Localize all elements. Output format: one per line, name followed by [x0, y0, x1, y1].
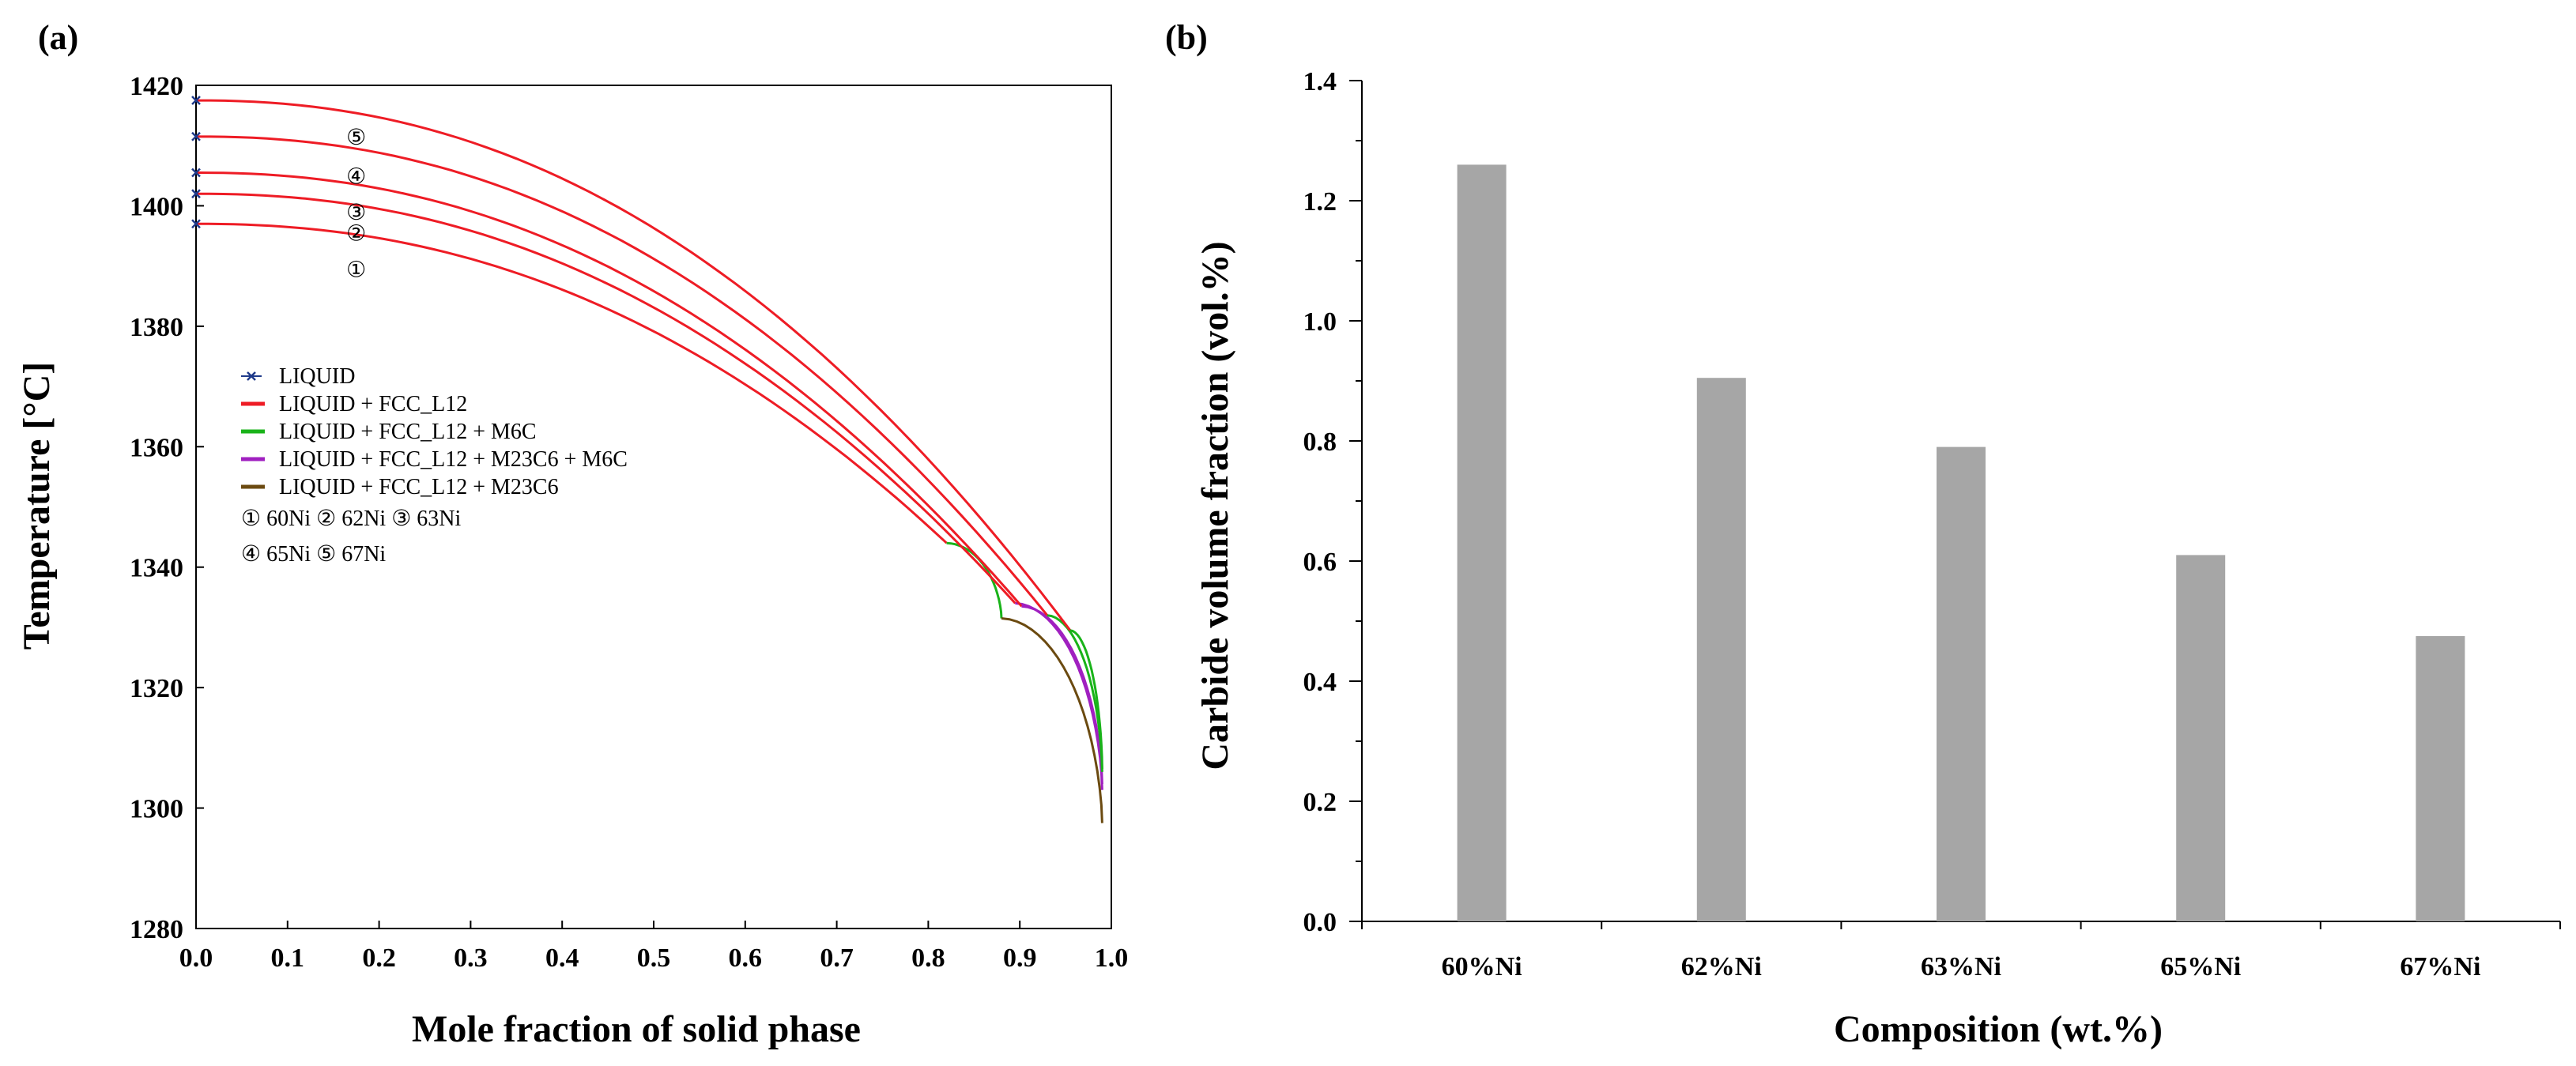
liquid-marker-67Ni: [191, 96, 201, 105]
curve-label: ④: [346, 164, 366, 189]
y-tick-labels-a: 1280 1300 1320 1340 1360 1380 1400 1420: [130, 72, 183, 944]
y-tick-label-b: 0.0: [1303, 908, 1337, 937]
liquid-marker-63Ni: [191, 168, 201, 178]
x-tick-label-a: 1.0: [1095, 944, 1129, 973]
x-tick-label-b: 60%Ni: [1442, 952, 1522, 981]
y-tick-label-a: 1420: [130, 72, 183, 101]
bars-b: [1457, 164, 2465, 921]
legend-note: ① 60Ni ② 62Ni ③ 63Ni: [241, 507, 462, 531]
legend-label: LIQUID + FCC_L12 + M23C6 + M6C: [279, 447, 628, 472]
curve-label: ⑤: [346, 126, 366, 150]
y-tick-label-a: 1300: [130, 795, 183, 824]
bar-60%Ni: [1457, 164, 1507, 921]
y-tick-label-b: 0.6: [1303, 548, 1337, 577]
y-tick-label-b: 0.8: [1303, 428, 1337, 457]
y-tick-label-a: 1380: [130, 313, 183, 342]
curve-62Ni-liquid-fcc: [196, 192, 1016, 605]
x-tick-label-a: 0.4: [545, 944, 579, 973]
x-tick-label-a: 0.3: [454, 944, 488, 973]
y-tick-label-b: 1.4: [1303, 67, 1337, 96]
axis-ticks-a: [195, 85, 1112, 929]
bar-67%Ni: [2416, 636, 2465, 921]
x-tick-label-a: 0.6: [729, 944, 763, 973]
curve-label: ③: [346, 201, 366, 225]
bar-63%Ni: [1937, 446, 1986, 921]
legend-label: LIQUID + FCC_L12 + M6C: [279, 420, 537, 444]
bar-62%Ni: [1696, 378, 1746, 921]
x-tick-label-a: 0.9: [1003, 944, 1037, 973]
x-tick-label-a: 0.5: [637, 944, 671, 973]
liquid-marker-65Ni: [191, 131, 201, 141]
panel-b: (b) 60%Ni 62%Ni 63%Ni 65%Ni 67%Ni 0.00.20.40…: [1165, 18, 2561, 1050]
y-tick-label-a: 1340: [130, 554, 183, 583]
legend-label: LIQUID: [279, 364, 355, 389]
curve-65Ni-liquid-fcc: [195, 135, 1049, 616]
y-tick-labels-b: 0.0 0.2 0.4 0.6 0.8 1.0 1.2 1.4: [1303, 67, 1337, 937]
curve-67Ni-segment: [1069, 629, 1103, 770]
x-tick-label-b: 67%Ni: [2400, 952, 2480, 981]
x-tick-label-a: 0.1: [271, 944, 305, 973]
liquid-marker-60Ni: [191, 219, 201, 229]
y-tick-label-a: 1360: [130, 433, 183, 462]
y-tick-label-b: 0.2: [1303, 788, 1337, 817]
x-axis-title-b: Composition (wt.%): [1834, 1008, 2163, 1050]
curve-label: ①: [346, 258, 366, 282]
x-tick-label-b: 65%Ni: [2160, 952, 2241, 981]
legend-note: ④ 65Ni ⑤ 67Ni: [241, 542, 386, 567]
legend-label: LIQUID + FCC_L12: [279, 392, 467, 416]
panel-label-a: (a): [38, 18, 78, 57]
y-axis-title-b: Carbide volume fraction (vol.%): [1194, 241, 1236, 770]
y-axis-title-a: Temperature [°C]: [16, 362, 58, 650]
x-tick-label-a: 0.7: [820, 944, 854, 973]
y-tick-label-a: 1320: [130, 674, 183, 703]
curve-67Ni-liquid-fcc: [196, 99, 1072, 631]
legend-label: LIQUID + FCC_L12 + M23C6: [279, 475, 559, 499]
x-tick-label-b: 63%Ni: [1921, 952, 2001, 981]
curve-label: ②: [346, 222, 366, 247]
y-tick-label-a: 1280: [130, 915, 183, 944]
legend-marker-liquid: [247, 371, 256, 381]
curve-labels-a: ⑤ ④ ③② ①: [346, 126, 366, 283]
x-tick-label-a: 0.0: [179, 944, 213, 973]
y-tick-label-b: 1.0: [1303, 307, 1337, 337]
y-tick-label-b: 0.4: [1303, 668, 1337, 697]
x-tick-label-b: 62%Ni: [1681, 952, 1762, 981]
y-tick-label-b: 1.2: [1303, 187, 1337, 217]
x-tick-label-a: 0.8: [911, 944, 945, 973]
curves-a: [191, 96, 1103, 823]
curve-63Ni-liquid-fcc: [195, 171, 1023, 608]
y-tick-label-a: 1400: [130, 192, 183, 221]
curve-60Ni-liquid-fcc: [196, 222, 948, 544]
x-tick-labels-b: 60%Ni 62%Ni 63%Ni 65%Ni 67%Ni: [1442, 952, 2481, 981]
curve-60Ni-segment: [1001, 617, 1103, 823]
bar-65%Ni: [2176, 555, 2226, 921]
x-tick-label-a: 0.2: [362, 944, 396, 973]
legend-a: LIQUID LIQUID + FCC_L12 LIQUID + FCC_L12 +…: [241, 364, 628, 567]
curve-63Ni-segment: [1021, 605, 1103, 785]
panel-label-b: (b): [1165, 18, 1208, 57]
x-tick-labels-a: 0.0 0.1 0.2 0.3 0.4 0.5 0.6 0.7 0.8 0.9 1.0: [179, 944, 1129, 973]
x-axis-title-a: Mole fraction of solid phase: [412, 1008, 861, 1050]
liquid-marker-62Ni: [191, 189, 201, 199]
panel-a: (a) 0.0 0.1 0.2 0.3 0.4 0.5 0.6 0.7 0.8 0.9 1.0 12…: [16, 18, 1128, 1050]
